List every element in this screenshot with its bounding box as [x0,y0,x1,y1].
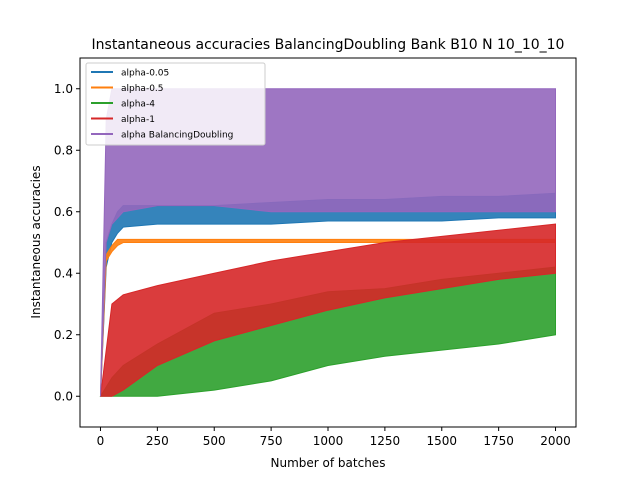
x-axis-label: Number of batches [271,456,386,470]
y-axis-label: Instantaneous accuracies [29,165,43,318]
y-tick-label: 1.0 [54,82,73,96]
x-tick-label: 1750 [483,434,514,448]
chart-title: Instantaneous accuracies BalancingDoubli… [92,37,565,53]
y-tick-label: 0.4 [54,266,73,280]
series-layer [99,88,556,397]
legend-label-4: alpha BalancingDoubling [121,131,233,141]
x-tick-label: 750 [260,434,283,448]
x-tick-label: 1250 [370,434,401,448]
x-tick-label: 250 [146,434,169,448]
y-tick-label: 0.2 [54,328,73,342]
y-tick-label: 0.6 [54,205,73,219]
y-axis: 0.0 0.2 0.4 0.6 0.8 1.0 [54,82,80,403]
y-tick-label: 0.0 [54,389,73,403]
legend-label-0: alpha-0.05 [121,69,169,79]
x-tick-label: 500 [203,434,226,448]
x-axis: 0 250 500 750 1000 1250 1500 1750 2000 [97,427,571,448]
legend-box [85,62,266,146]
legend-label-2: alpha-4 [121,100,155,110]
legend: alpha-0.05 alpha-0.5 alpha-4 alpha-1 alpha B… [85,62,266,146]
x-tick-label: 2000 [540,434,571,448]
x-tick-label: 1000 [313,434,344,448]
series-band-3 [99,223,556,397]
x-tick-label: 1500 [426,434,457,448]
legend-label-1: alpha-0.5 [121,84,164,94]
legend-label-3: alpha-1 [121,115,155,125]
y-tick-label: 0.8 [54,143,73,157]
x-tick-label: 0 [97,434,105,448]
